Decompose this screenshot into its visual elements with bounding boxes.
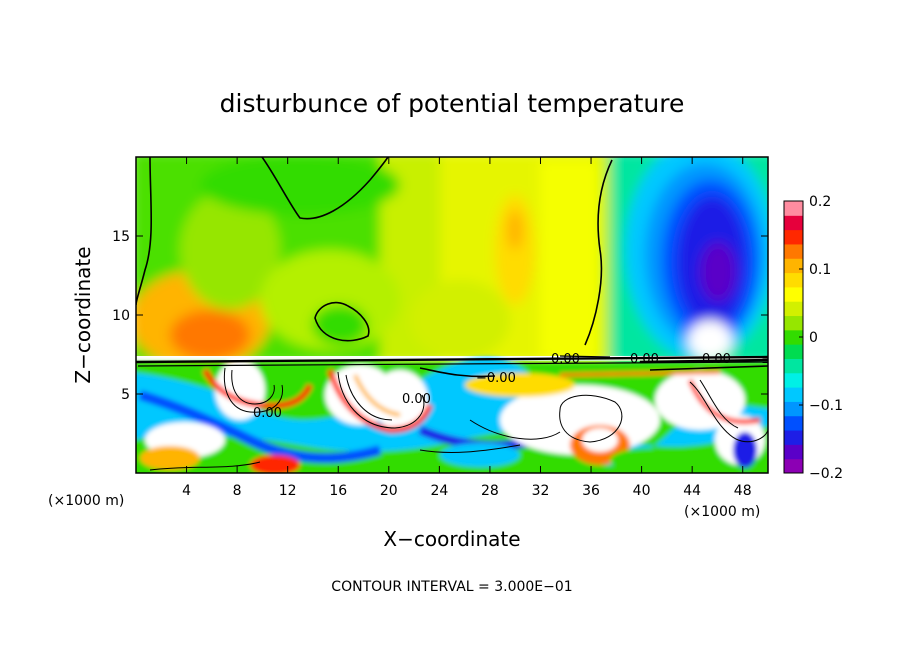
colorbar-segment <box>784 444 803 460</box>
x-tick-label: 44 <box>683 483 701 499</box>
colorbar-segment <box>784 229 803 245</box>
colorbar-segment <box>784 329 803 345</box>
colorbar-tick-label: 0.2 <box>809 194 831 210</box>
colorbar-segment <box>784 286 803 302</box>
colorbar-tick-label: −0.1 <box>809 398 843 414</box>
colorbar-segment <box>784 272 803 288</box>
x-tick-label: 12 <box>279 483 297 499</box>
colorbar-segment <box>784 372 803 388</box>
colorbar-segment <box>784 201 803 216</box>
x-unit-right: (×1000 m) <box>684 504 760 520</box>
x-axis: 4 8 12 16 20 24 28 32 36 40 44 48 <box>182 157 752 499</box>
colorbar-segment <box>784 401 803 417</box>
colorbar-segment <box>784 315 803 331</box>
colorbar-segment <box>784 415 803 431</box>
colorbar-segment <box>784 430 803 445</box>
x-tick-label: 20 <box>380 483 398 499</box>
colorbar-segment <box>784 243 803 259</box>
y-axis: 5 10 15 <box>112 229 768 403</box>
x-tick-label: 24 <box>430 483 448 499</box>
colorbar-segment <box>784 358 803 374</box>
colorbar-segment <box>784 258 803 274</box>
x-tick-label: 28 <box>481 483 499 499</box>
contour-lines-fine <box>149 367 768 471</box>
colorbar-tick-label: 0.1 <box>809 262 831 278</box>
contour-label: 0.00 <box>253 406 282 421</box>
y-tick-label: 10 <box>112 308 130 324</box>
x-tick-label: 4 <box>182 483 191 499</box>
x-tick-label: 48 <box>734 483 752 499</box>
x-tick-label: 36 <box>582 483 600 499</box>
x-axis-title: X−coordinate <box>383 527 520 551</box>
colorbar-segment <box>784 344 803 359</box>
colorbar-segment <box>784 215 803 231</box>
contour-label: 0.00 <box>702 352 731 367</box>
lower-field <box>136 357 768 473</box>
contour-label: 0.00 <box>551 352 580 367</box>
colorbar-segment <box>784 387 803 402</box>
contour-lines <box>136 157 768 378</box>
y-axis-title: Z−coordinate <box>71 246 95 383</box>
contour-label: −0.00 <box>476 371 516 386</box>
plot-area: 0.00 0.00 −0.00 0.00 0.00 0.00 <box>136 157 768 473</box>
colorbar-segment <box>784 301 803 317</box>
colorbar-tick-label: 0 <box>809 330 818 346</box>
y-tick-label: 15 <box>112 229 130 245</box>
y-tick-label: 5 <box>121 387 130 403</box>
x-tick-label: 32 <box>532 483 550 499</box>
contour-label: 0.00 <box>630 352 659 367</box>
x-tick-label: 8 <box>233 483 242 499</box>
x-tick-label: 40 <box>633 483 651 499</box>
colorbar-ticks: 0.2 0.1 0 −0.1 −0.2 <box>799 194 843 482</box>
x-unit-left: (×1000 m) <box>48 493 124 509</box>
x-tick-label: 16 <box>329 483 347 499</box>
colorbar-segment <box>784 458 803 474</box>
colorbar <box>784 201 803 474</box>
contour-label: 0.00 <box>402 392 431 407</box>
upper-field <box>136 157 768 370</box>
colorbar-tick-label: −0.2 <box>809 466 843 482</box>
chart-title: disturbunce of potential temperature <box>220 89 685 118</box>
contour-interval-note: CONTOUR INTERVAL = 3.000E−01 <box>331 579 572 595</box>
